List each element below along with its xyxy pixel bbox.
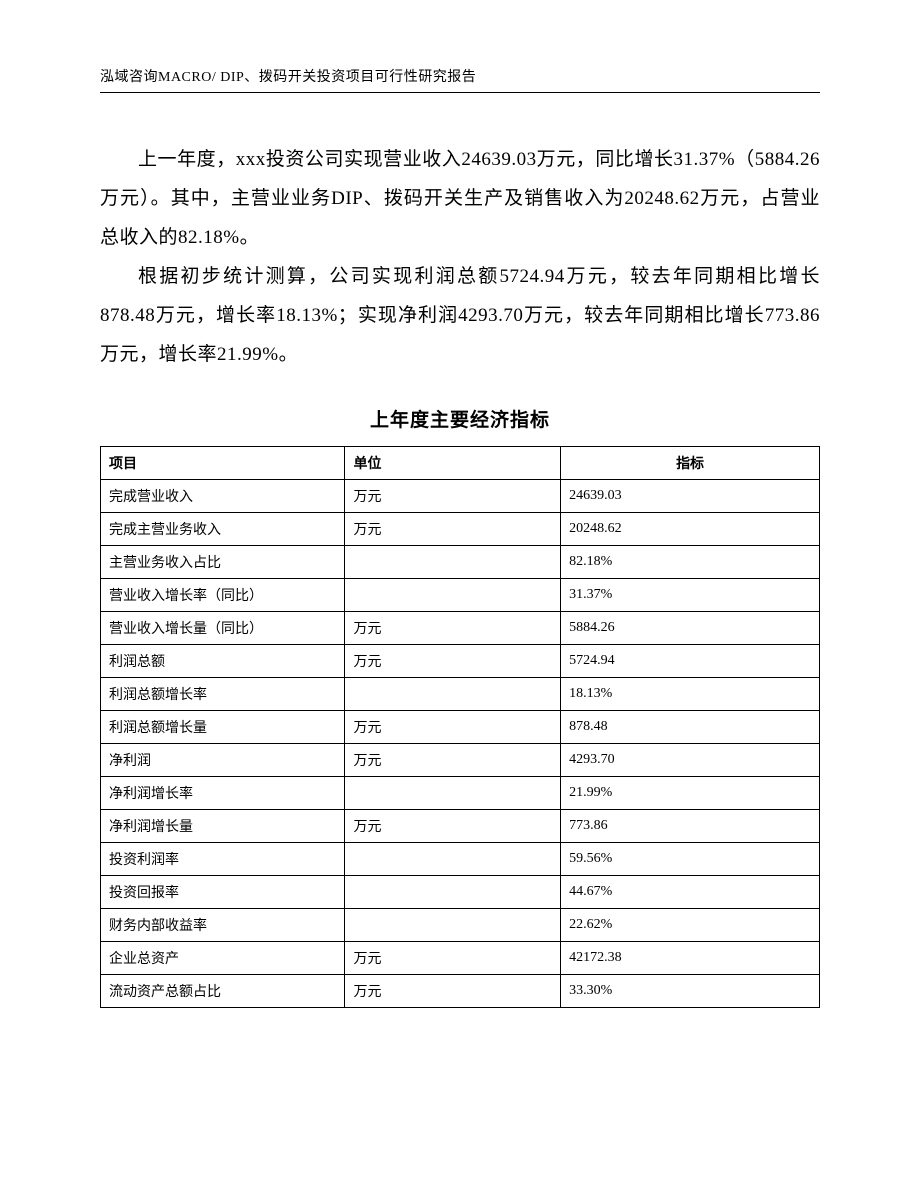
- table-row: 利润总额万元5724.94: [101, 644, 820, 677]
- table-cell: 773.86: [561, 809, 820, 842]
- table-cell: 财务内部收益率: [101, 908, 345, 941]
- table-cell: 万元: [345, 479, 561, 512]
- table-cell: 投资回报率: [101, 875, 345, 908]
- table-cell: 5724.94: [561, 644, 820, 677]
- table-cell: 44.67%: [561, 875, 820, 908]
- table-cell: 万元: [345, 611, 561, 644]
- table-row: 企业总资产万元42172.38: [101, 941, 820, 974]
- table-header-cell: 项目: [101, 446, 345, 479]
- table-cell: 流动资产总额占比: [101, 974, 345, 1007]
- table-cell: 5884.26: [561, 611, 820, 644]
- table-cell: 净利润增长率: [101, 776, 345, 809]
- table-row: 流动资产总额占比万元33.30%: [101, 974, 820, 1007]
- table-row: 营业收入增长率（同比） 31.37%: [101, 578, 820, 611]
- page-header: 泓域咨询MACRO/ DIP、拨码开关投资项目可行性研究报告: [100, 66, 820, 93]
- table-cell: 完成营业收入: [101, 479, 345, 512]
- table-row: 净利润增长量万元773.86: [101, 809, 820, 842]
- table-header-cell: 单位: [345, 446, 561, 479]
- table-cell: 主营业务收入占比: [101, 545, 345, 578]
- table-head: 项目 单位 指标: [101, 446, 820, 479]
- table-cell: 31.37%: [561, 578, 820, 611]
- table-cell: 22.62%: [561, 908, 820, 941]
- table-cell: 营业收入增长量（同比）: [101, 611, 345, 644]
- table-header-row: 项目 单位 指标: [101, 446, 820, 479]
- table-row: 净利润万元4293.70: [101, 743, 820, 776]
- table-cell: 净利润: [101, 743, 345, 776]
- table-row: 利润总额增长率 18.13%: [101, 677, 820, 710]
- table-row: 利润总额增长量万元878.48: [101, 710, 820, 743]
- table-cell: 万元: [345, 743, 561, 776]
- table-cell: 59.56%: [561, 842, 820, 875]
- table-cell: [345, 842, 561, 875]
- table-cell: 878.48: [561, 710, 820, 743]
- table-cell: 利润总额增长量: [101, 710, 345, 743]
- table-row: 完成主营业务收入万元20248.62: [101, 512, 820, 545]
- table-cell: [345, 578, 561, 611]
- table-row: 财务内部收益率 22.62%: [101, 908, 820, 941]
- table-cell: 82.18%: [561, 545, 820, 578]
- table-cell: 营业收入增长率（同比）: [101, 578, 345, 611]
- table-cell: 净利润增长量: [101, 809, 345, 842]
- table-row: 投资回报率 44.67%: [101, 875, 820, 908]
- table-cell: 万元: [345, 974, 561, 1007]
- body-paragraph-1: 上一年度，xxx投资公司实现营业收入24639.03万元，同比增长31.37%（…: [100, 141, 820, 258]
- body-paragraph-2: 根据初步统计测算，公司实现利润总额5724.94万元，较去年同期相比增长878.…: [100, 258, 820, 375]
- table-cell: 42172.38: [561, 941, 820, 974]
- table-cell: 20248.62: [561, 512, 820, 545]
- table-cell: 万元: [345, 941, 561, 974]
- table-cell: 21.99%: [561, 776, 820, 809]
- table-cell: 完成主营业务收入: [101, 512, 345, 545]
- page-header-text: 泓域咨询MACRO/ DIP、拨码开关投资项目可行性研究报告: [100, 70, 476, 85]
- table-cell: 万元: [345, 809, 561, 842]
- table-row: 净利润增长率 21.99%: [101, 776, 820, 809]
- table-cell: 企业总资产: [101, 941, 345, 974]
- table-cell: [345, 545, 561, 578]
- table-title: 上年度主要经济指标: [100, 405, 820, 432]
- table-row: 主营业务收入占比 82.18%: [101, 545, 820, 578]
- table-cell: [345, 875, 561, 908]
- table-cell: 24639.03: [561, 479, 820, 512]
- table-cell: 33.30%: [561, 974, 820, 1007]
- table-row: 投资利润率 59.56%: [101, 842, 820, 875]
- table-cell: 万元: [345, 512, 561, 545]
- table-cell: 投资利润率: [101, 842, 345, 875]
- table-body: 完成营业收入万元24639.03完成主营业务收入万元20248.62主营业务收入…: [101, 479, 820, 1007]
- table-cell: 万元: [345, 644, 561, 677]
- table-cell: 利润总额增长率: [101, 677, 345, 710]
- table-row: 营业收入增长量（同比）万元5884.26: [101, 611, 820, 644]
- table-cell: 万元: [345, 710, 561, 743]
- table-row: 完成营业收入万元24639.03: [101, 479, 820, 512]
- table-cell: [345, 677, 561, 710]
- table-header-cell: 指标: [561, 446, 820, 479]
- economic-indicators-table: 项目 单位 指标 完成营业收入万元24639.03完成主营业务收入万元20248…: [100, 446, 820, 1008]
- table-cell: [345, 776, 561, 809]
- table-cell: [345, 908, 561, 941]
- table-cell: 4293.70: [561, 743, 820, 776]
- table-cell: 18.13%: [561, 677, 820, 710]
- body-text-block: 上一年度，xxx投资公司实现营业收入24639.03万元，同比增长31.37%（…: [100, 141, 820, 375]
- table-cell: 利润总额: [101, 644, 345, 677]
